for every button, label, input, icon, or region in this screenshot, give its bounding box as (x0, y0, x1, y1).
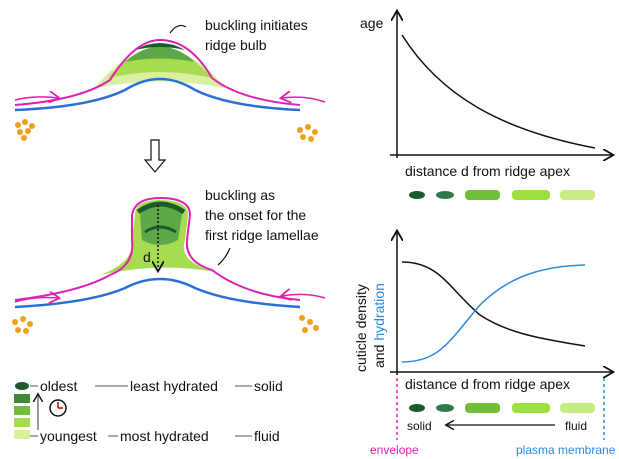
boundary-label: plasma membrane (516, 443, 616, 457)
ridge-bulb: d buckling as the onset for the first ri… (12, 187, 326, 334)
density-plot: cuticle density and hydration distance d … (353, 232, 616, 457)
initial-ridge: buckling initiates ridge bulb (14, 17, 326, 142)
y-axis-label-part: and (371, 345, 387, 368)
age-plot: age distance d from ridge apex (360, 12, 612, 200)
y-axis-label: cuticle density (353, 284, 369, 372)
distance-label: d (143, 249, 151, 265)
annotation: buckling initiates (205, 17, 308, 33)
step-arrow (143, 139, 167, 173)
annotation: buckling as (205, 187, 275, 203)
x-axis-label: distance d from ridge apex (405, 376, 570, 392)
legend-label: least hydrated (130, 378, 218, 394)
y-axis-label: age (360, 15, 384, 31)
arrow-label: solid (407, 419, 432, 433)
legend: oldest least hydrated solid youngest mos… (14, 378, 283, 444)
legend-label: fluid (254, 428, 280, 444)
y-axis-label: and hydration (371, 283, 387, 368)
annotation: first ridge lamellae (205, 227, 319, 243)
legend-label: youngest (40, 428, 97, 444)
y-axis-label-highlight: hydration (371, 283, 387, 341)
legend-label: most hydrated (120, 428, 209, 444)
annotation: ridge bulb (205, 37, 267, 53)
hydration-curve (401, 264, 586, 363)
density-curve (401, 261, 586, 347)
age-curve (401, 34, 596, 149)
annotation: the onset for the (205, 207, 306, 223)
legend-label: solid (254, 378, 283, 394)
x-axis-label: distance d from ridge apex (405, 163, 570, 179)
boundary-label: envelope (370, 443, 419, 457)
arrow-label: fluid (565, 419, 587, 433)
legend-label: oldest (40, 378, 77, 394)
